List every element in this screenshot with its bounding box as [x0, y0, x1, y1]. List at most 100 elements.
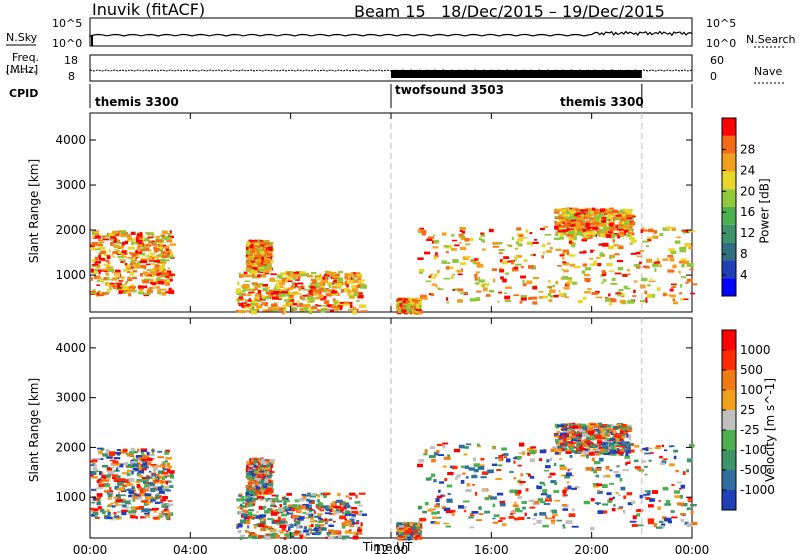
scatter-cell — [115, 451, 121, 455]
scatter-cell — [471, 475, 478, 479]
scatter-cell — [165, 515, 170, 520]
scatter-cell — [129, 451, 134, 454]
scatter-cell — [609, 207, 614, 210]
scatter-cell — [571, 525, 579, 528]
scatter-cell — [258, 246, 261, 249]
scatter-cell — [606, 217, 609, 222]
scatter-cell — [118, 287, 125, 291]
scatter-cell — [127, 256, 134, 259]
scatter-cell — [245, 309, 250, 313]
scatter-cell — [151, 283, 157, 286]
scatter-cell — [305, 512, 310, 515]
scatter-cell — [93, 512, 99, 516]
scatter-cell — [302, 294, 310, 297]
scatter-cell — [140, 448, 148, 452]
scatter-cell — [118, 290, 125, 294]
scatter-cell — [252, 282, 258, 286]
scatter-cell — [238, 302, 245, 307]
scatter-cell — [256, 305, 263, 309]
scatter-cell — [336, 499, 343, 503]
scatter-cell — [132, 238, 136, 241]
scatter-cell — [266, 460, 270, 464]
scatter-cell — [398, 534, 401, 538]
scatter-cell — [302, 297, 305, 300]
scatter-cell — [562, 275, 569, 280]
scatter-cell — [355, 273, 362, 278]
scatter-cell — [151, 243, 157, 246]
scatter-cell — [246, 515, 253, 518]
scatter-cell — [251, 264, 258, 267]
scatter-cell — [687, 500, 692, 503]
scatter-cell — [686, 507, 691, 511]
scatter-cell — [327, 304, 332, 306]
scatter-cell — [430, 273, 433, 276]
scatter-cell — [242, 534, 246, 537]
scatter-cell — [443, 522, 450, 525]
scatter-cell — [318, 295, 323, 299]
scatter-cell — [518, 442, 525, 447]
scatter-cell — [146, 263, 151, 266]
scatter-cell — [248, 298, 251, 300]
scatter-cell — [110, 238, 115, 241]
scatter-cell — [671, 286, 676, 289]
scatter-cell — [431, 283, 437, 286]
scatter-cell — [302, 308, 309, 311]
scatter-cell — [645, 297, 648, 300]
scatter-cell — [593, 224, 598, 227]
scatter-cell — [156, 269, 159, 274]
scatter-cell — [100, 447, 105, 451]
scatter-cell — [149, 287, 152, 291]
scatter-cell — [621, 217, 626, 221]
scatter-cell — [397, 309, 402, 313]
scatter-cell — [451, 512, 455, 516]
scatter-cell — [113, 239, 120, 243]
scatter-cell — [154, 264, 160, 268]
scatter-cell — [238, 309, 245, 314]
scatter-cell — [107, 268, 115, 272]
scatter-cell — [495, 477, 502, 481]
scatter-cell — [272, 531, 277, 533]
scatter-cell — [482, 283, 486, 288]
scatter-cell — [563, 269, 569, 273]
scatter-cell — [569, 454, 573, 458]
scatter-cell — [480, 283, 484, 288]
scatter-cell — [309, 310, 313, 315]
scatter-cell — [597, 224, 604, 227]
scatter-cell — [326, 294, 334, 297]
scatter-cell — [445, 266, 450, 270]
scatter-cell — [562, 526, 566, 529]
scatter-cell — [474, 273, 478, 277]
scatter-cell — [142, 463, 149, 466]
scatter-cell — [504, 295, 511, 300]
scatter-cell — [278, 307, 283, 311]
scatter-cell — [151, 240, 156, 244]
scatter-cell — [529, 232, 533, 235]
scatter-cell — [159, 260, 166, 264]
scatter-cell — [435, 450, 440, 453]
scatter-cell — [250, 514, 258, 517]
scatter-cell — [637, 524, 644, 527]
scatter-cell — [256, 475, 262, 480]
scatter-cell — [259, 492, 262, 494]
scatter-cell — [330, 304, 333, 309]
scatter-cell — [262, 535, 265, 539]
scatter-cell — [657, 506, 662, 510]
scatter-cell — [90, 277, 93, 281]
scatter-cell — [303, 494, 311, 497]
scatter-cell — [253, 524, 257, 529]
scatter-cell — [601, 217, 608, 221]
scatter-cell — [283, 536, 287, 540]
scatter-cell — [90, 510, 94, 513]
scatter-cell — [446, 498, 453, 502]
scatter-cell — [295, 274, 302, 277]
scatter-cell — [169, 243, 176, 246]
scatter-cell — [131, 241, 135, 244]
scatter-cell — [255, 293, 261, 297]
scatter-cell — [676, 236, 681, 239]
scatter-cell — [552, 284, 555, 288]
scatter-cell — [127, 276, 130, 279]
scatter-cell — [299, 526, 303, 528]
scatter-cell — [246, 474, 252, 479]
scatter-cell — [615, 292, 622, 295]
scatter-cell — [357, 278, 362, 280]
